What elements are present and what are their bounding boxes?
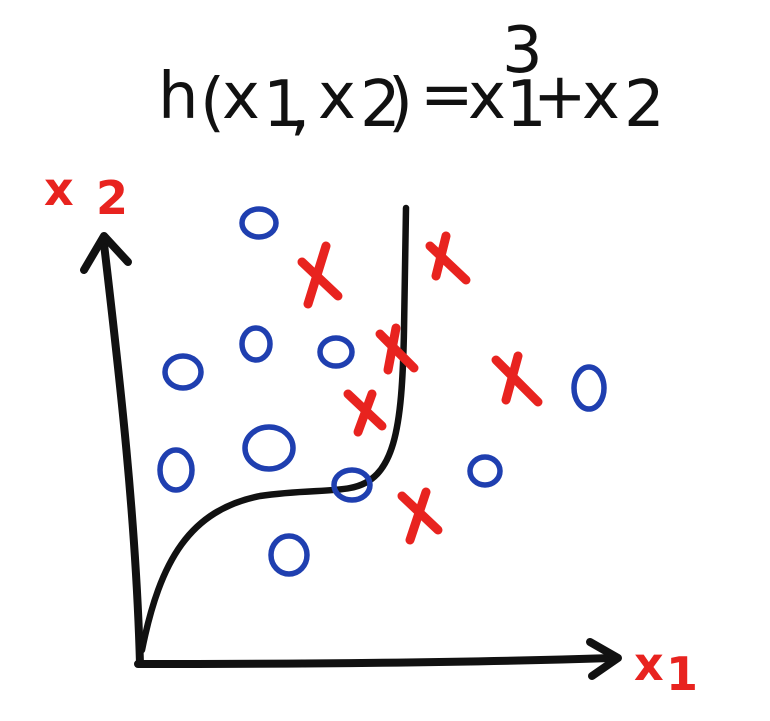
formula-title: h ( x 1 , x 2 ) = x 3 1 + x 2 <box>158 14 665 144</box>
circle-point <box>242 424 296 472</box>
y-axis-label-subscript: 2 <box>96 171 128 225</box>
formula-h: h <box>158 60 199 134</box>
formula-x2: x <box>318 60 356 134</box>
x-axis-arrowhead <box>586 638 622 680</box>
circle-point <box>239 206 279 240</box>
circle-point <box>571 364 607 412</box>
circle-point <box>239 325 273 363</box>
cross-point <box>491 351 543 407</box>
axes: x 1 x 2 <box>44 162 698 701</box>
circle-point <box>157 447 195 493</box>
circle-point <box>317 335 355 369</box>
cross-point <box>297 241 343 309</box>
cross-point <box>425 231 471 285</box>
formula-comma: , <box>290 70 310 144</box>
formula-x2-rhs: x <box>582 60 620 134</box>
formula-x2-subscript: 2 <box>360 68 401 142</box>
class-circle-points <box>157 206 607 577</box>
x-axis-label-subscript: 1 <box>666 647 698 701</box>
circle-point <box>467 454 503 488</box>
class-cross-points <box>297 231 543 545</box>
formula-x1-subscript: 1 <box>263 68 304 142</box>
x-axis-line <box>134 654 616 668</box>
decision-boundary-curve <box>138 204 410 654</box>
formula-x1-rhs: x <box>468 60 506 134</box>
circle-point <box>268 533 310 577</box>
formula-x2-rhs-subscript: 2 <box>624 68 665 142</box>
cross-point <box>375 323 419 375</box>
formula-equals: = <box>420 58 474 132</box>
formula-power: 3 <box>502 14 543 88</box>
cross-point <box>343 389 387 437</box>
circle-point <box>331 467 373 503</box>
formula-plus: + <box>533 60 587 134</box>
x-axis-label: x <box>634 637 664 691</box>
y-axis-label: x <box>44 162 74 216</box>
formula-x1: x <box>222 60 260 134</box>
formula-x1-rhs-subscript: 1 <box>506 68 547 142</box>
circle-point <box>162 353 204 391</box>
cross-point <box>397 487 443 545</box>
formula-open-paren: ( <box>200 66 225 140</box>
formula-close-paren: ) <box>388 66 413 140</box>
y-axis-line <box>100 240 144 668</box>
y-axis-arrowhead <box>80 232 132 274</box>
